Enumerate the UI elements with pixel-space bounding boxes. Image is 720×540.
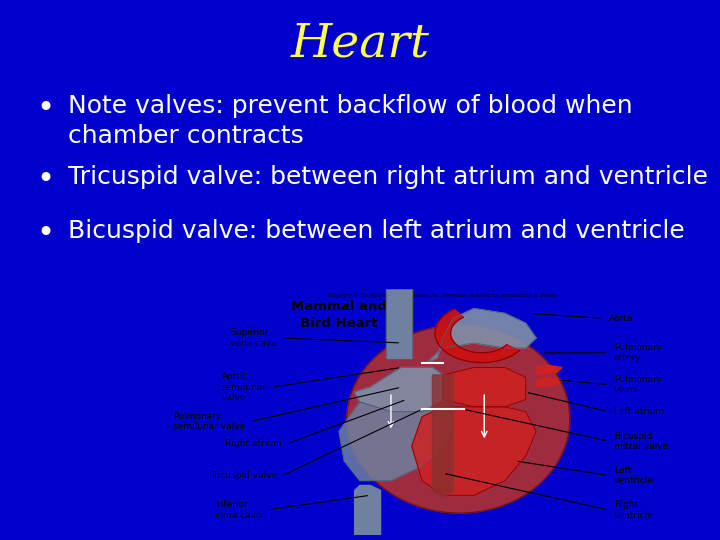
Text: Heart: Heart	[290, 22, 430, 67]
Text: Pulmonary
artery: Pulmonary artery	[614, 343, 662, 362]
Text: Bicuspid valve: between left atrium and ventricle: Bicuspid valve: between left atrium and …	[68, 219, 685, 242]
Text: •: •	[36, 94, 54, 124]
Text: Bird Heart: Bird Heart	[300, 317, 378, 330]
Text: Left atrium: Left atrium	[614, 407, 664, 416]
Polygon shape	[412, 407, 536, 495]
Text: Inferior
vena cava: Inferior vena cava	[215, 501, 261, 519]
Polygon shape	[536, 365, 562, 375]
Text: Pulmonary
semilunar valve: Pulmonary semilunar valve	[174, 412, 246, 431]
Polygon shape	[355, 485, 381, 535]
Polygon shape	[427, 308, 536, 363]
Polygon shape	[386, 289, 412, 357]
Text: Right
ventricle: Right ventricle	[614, 501, 654, 519]
Text: Tricuspid valve: between right atrium and ventricle: Tricuspid valve: between right atrium an…	[68, 165, 708, 188]
Polygon shape	[433, 375, 453, 498]
Text: Aortic
semilunar
valve: Aortic semilunar valve	[222, 372, 266, 402]
Text: Left
ventricle: Left ventricle	[614, 466, 654, 485]
Text: Bicuspid
mitral valve: Bicuspid mitral valve	[614, 431, 668, 451]
Text: Superior
vena cava: Superior vena cava	[230, 328, 277, 348]
Text: Right atrium: Right atrium	[225, 439, 282, 448]
Polygon shape	[536, 377, 562, 387]
Polygon shape	[347, 325, 570, 513]
Text: Mammal and: Mammal and	[291, 300, 387, 313]
Text: Aorta: Aorta	[608, 314, 633, 323]
Polygon shape	[355, 368, 443, 411]
Text: •: •	[36, 219, 54, 248]
Text: Note valves: prevent backflow of blood when
chamber contracts: Note valves: prevent backflow of blood w…	[68, 94, 633, 148]
Text: Copyright © The McGraw-Hill Companies, Inc. Permission required for reproduction: Copyright © The McGraw-Hill Companies, I…	[328, 293, 558, 298]
Polygon shape	[435, 309, 519, 362]
Polygon shape	[443, 368, 526, 407]
Text: Pulmonary
veins: Pulmonary veins	[614, 375, 662, 394]
Polygon shape	[339, 402, 453, 481]
Text: Tricuspid valve: Tricuspid valve	[210, 471, 277, 480]
Text: •: •	[36, 165, 54, 194]
